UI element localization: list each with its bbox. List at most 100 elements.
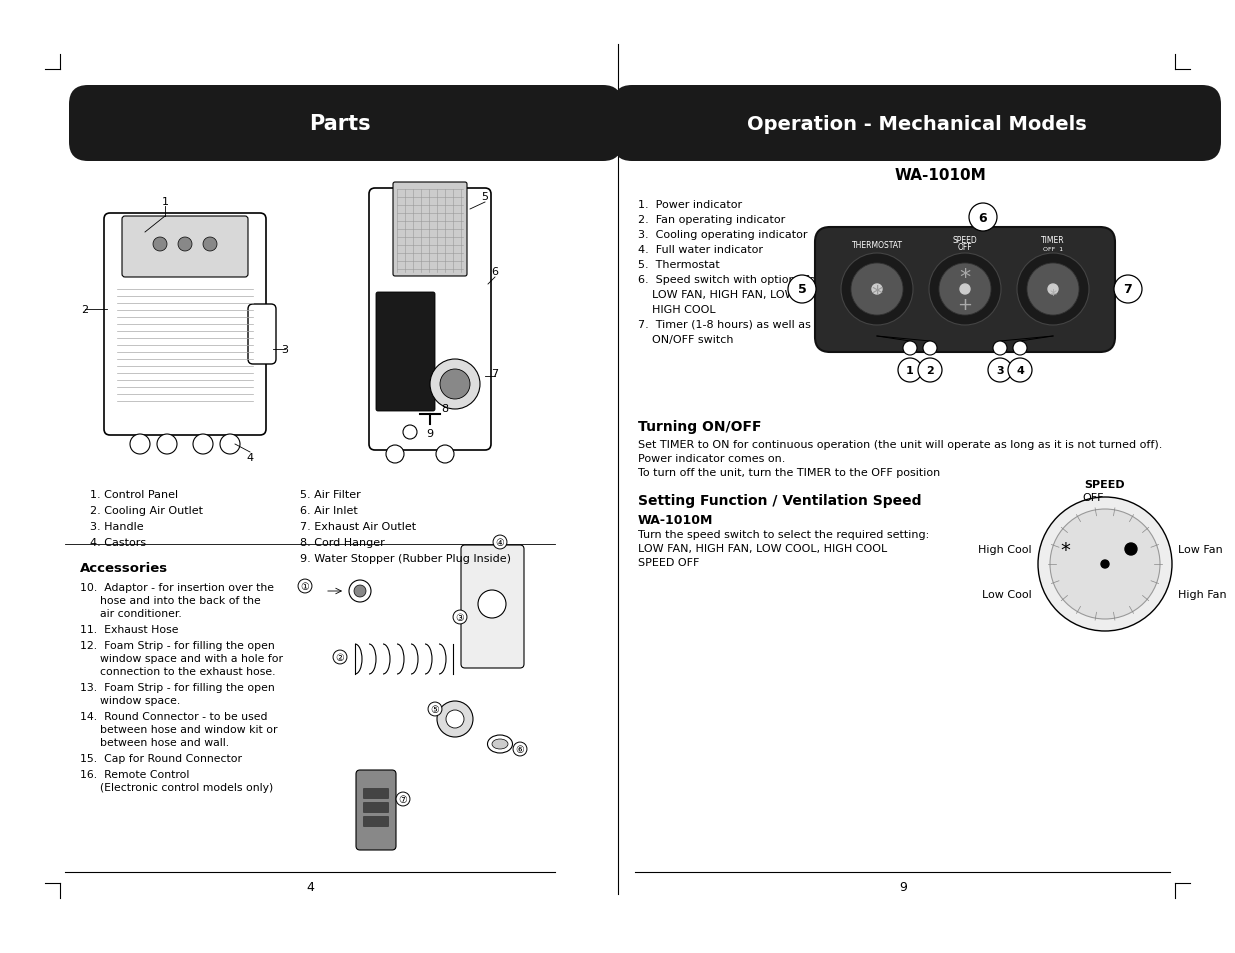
Circle shape [1016,253,1089,326]
Text: ⑦: ⑦ [399,794,408,804]
Text: window space and with a hole for: window space and with a hole for [100,654,283,663]
Text: 12.  Foam Strip - for filling the open: 12. Foam Strip - for filling the open [80,640,274,650]
Text: ②: ② [336,652,345,662]
Text: 6: 6 [978,212,987,224]
Text: 13.  Foam Strip - for filling the open: 13. Foam Strip - for filling the open [80,682,274,692]
Text: OFF  1: OFF 1 [1042,247,1063,252]
FancyBboxPatch shape [69,86,622,162]
Text: Turning ON/OFF: Turning ON/OFF [638,419,762,434]
Circle shape [841,253,913,326]
Ellipse shape [488,735,513,753]
Circle shape [1100,560,1109,568]
Text: WA-1010M: WA-1010M [894,168,986,182]
Text: 3: 3 [997,366,1004,375]
Circle shape [350,580,370,602]
Text: +: + [957,295,972,314]
Text: 2: 2 [926,366,934,375]
FancyBboxPatch shape [363,788,389,800]
Text: 14.  Round Connector - to be used: 14. Round Connector - to be used [80,711,268,721]
Circle shape [903,341,918,355]
Text: 1.  Power indicator: 1. Power indicator [638,200,742,210]
Text: *: * [1050,288,1056,302]
Text: 16.  Remote Control: 16. Remote Control [80,769,189,780]
Text: 10.  Adaptor - for insertion over the: 10. Adaptor - for insertion over the [80,582,274,593]
Text: 3: 3 [282,345,289,355]
Text: between hose and wall.: between hose and wall. [100,738,230,747]
Text: 2.  Fan operating indicator: 2. Fan operating indicator [638,214,785,225]
Circle shape [1050,510,1160,619]
Circle shape [788,275,816,304]
FancyBboxPatch shape [815,228,1115,353]
Text: 7.  Timer (1-8 hours) as well as: 7. Timer (1-8 hours) as well as [638,319,811,330]
Text: between hose and window kit or: between hose and window kit or [100,724,278,734]
Text: *: * [1061,540,1071,559]
Circle shape [1028,264,1079,315]
Text: 4. Castors: 4. Castors [90,537,146,547]
Text: 4: 4 [1016,366,1024,375]
Circle shape [1114,275,1142,304]
Circle shape [403,426,417,439]
Text: 5. Air Filter: 5. Air Filter [300,490,361,499]
Text: 1: 1 [162,196,168,207]
Text: 15.  Cap for Round Connector: 15. Cap for Round Connector [80,753,242,763]
Circle shape [437,701,473,738]
Circle shape [898,358,923,382]
Text: 7: 7 [492,369,499,378]
Ellipse shape [492,740,508,749]
FancyBboxPatch shape [369,189,492,451]
Text: connection to the exhaust hose.: connection to the exhaust hose. [100,666,275,677]
Text: Accessories: Accessories [80,561,168,575]
Circle shape [220,435,240,455]
Text: 4.  Full water indicator: 4. Full water indicator [638,245,763,254]
Circle shape [1049,285,1058,294]
Circle shape [1013,341,1028,355]
Text: Setting Function / Ventilation Speed: Setting Function / Ventilation Speed [638,494,921,507]
Text: ⑤: ⑤ [431,704,440,714]
Text: 5.  Thermostat: 5. Thermostat [638,260,720,270]
Text: SPEED: SPEED [1084,479,1125,490]
Text: 6. Air Inlet: 6. Air Inlet [300,505,358,516]
Text: 5: 5 [798,283,806,296]
Circle shape [157,435,177,455]
FancyBboxPatch shape [248,305,275,365]
Text: High Fan: High Fan [1178,589,1226,599]
FancyBboxPatch shape [393,183,467,276]
Circle shape [178,237,191,252]
Circle shape [1037,497,1172,631]
Text: Low Fan: Low Fan [1178,544,1223,555]
Circle shape [436,446,454,463]
Text: Turn the speed switch to select the required setting:: Turn the speed switch to select the requ… [638,530,929,539]
Circle shape [872,285,882,294]
Text: Low Cool: Low Cool [982,589,1032,599]
Text: 9: 9 [426,429,433,438]
Circle shape [969,204,997,232]
Circle shape [193,435,212,455]
Circle shape [430,359,480,410]
Text: 11.  Exhaust Hose: 11. Exhaust Hose [80,624,179,635]
Circle shape [440,370,471,399]
Text: LOW FAN, HIGH FAN, LOW COOL,: LOW FAN, HIGH FAN, LOW COOL, [638,290,834,299]
Text: SPEED: SPEED [952,235,977,245]
Circle shape [387,446,404,463]
Text: ON/OFF switch: ON/OFF switch [638,335,734,345]
Text: hose and into the back of the: hose and into the back of the [100,596,261,605]
Text: 9: 9 [899,881,906,894]
FancyBboxPatch shape [122,216,248,277]
Text: *: * [872,285,883,305]
FancyBboxPatch shape [356,770,396,850]
Circle shape [993,341,1007,355]
Text: 7: 7 [1124,283,1132,296]
Circle shape [923,341,937,355]
Text: 1. Control Panel: 1. Control Panel [90,490,178,499]
Circle shape [446,710,464,728]
Text: High Cool: High Cool [978,544,1032,555]
Circle shape [1125,543,1137,556]
Text: LOW FAN, HIGH FAN, LOW COOL, HIGH COOL: LOW FAN, HIGH FAN, LOW COOL, HIGH COOL [638,543,887,554]
Circle shape [478,590,506,618]
Text: 1: 1 [906,366,914,375]
Text: window space.: window space. [100,696,180,705]
Text: OFF: OFF [957,243,972,252]
FancyBboxPatch shape [104,213,266,436]
Circle shape [918,358,942,382]
Text: TIMER: TIMER [1041,235,1065,245]
